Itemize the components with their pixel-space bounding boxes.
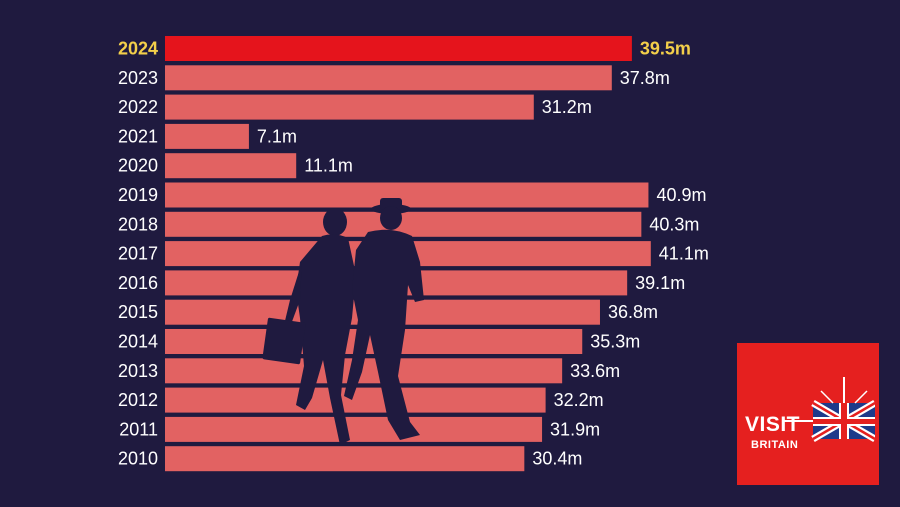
year-label-2024: 2024: [118, 39, 158, 59]
year-label-2013: 2013: [118, 361, 158, 381]
year-label-2012: 2012: [118, 390, 158, 410]
year-label-2022: 2022: [118, 97, 158, 117]
value-label-2018: 40.3m: [649, 214, 699, 234]
value-label-2012: 32.2m: [554, 390, 604, 410]
logo-line1: VISIT: [745, 413, 801, 436]
travellers-silhouette: [262, 198, 424, 445]
year-label-2011: 2011: [119, 419, 158, 439]
value-label-2014: 35.3m: [590, 332, 640, 352]
value-label-2013: 33.6m: [570, 361, 620, 381]
year-label-2015: 2015: [118, 302, 158, 322]
bar-2022: [165, 94, 534, 120]
value-label-2023: 37.8m: [620, 68, 670, 88]
bars-group: 2024 39.5m 2023 37.8m 2022 31.2m 2021 7.1m 2020 1…: [118, 36, 709, 472]
value-label-2015: 36.8m: [608, 302, 658, 322]
value-label-2010: 30.4m: [532, 449, 582, 469]
year-label-2018: 2018: [118, 214, 158, 234]
value-label-2020: 11.1m: [304, 156, 353, 176]
value-label-2011: 31.9m: [550, 419, 600, 439]
value-label-2022: 31.2m: [542, 97, 592, 117]
value-label-2024: 39.5m: [640, 39, 691, 59]
union-flag-icon: [783, 377, 875, 443]
year-label-2014: 2014: [118, 332, 158, 352]
bar-2011: [165, 416, 543, 442]
value-label-2016: 39.1m: [635, 273, 685, 293]
bar-2019: [165, 182, 649, 208]
bar-2020: [165, 153, 297, 179]
value-label-2021: 7.1m: [257, 126, 297, 146]
year-label-2016: 2016: [118, 273, 158, 293]
bar-2023: [165, 65, 612, 91]
bar-2010: [165, 446, 525, 472]
visit-britain-logo: VISIT BRITAIN: [737, 343, 879, 485]
value-label-2017: 41.1m: [659, 244, 709, 264]
year-label-2020: 2020: [118, 156, 158, 176]
year-label-2019: 2019: [118, 185, 158, 205]
bar-2024: [165, 36, 632, 61]
year-label-2021: 2021: [118, 126, 158, 146]
year-label-2023: 2023: [118, 68, 158, 88]
value-label-2019: 40.9m: [656, 185, 706, 205]
year-label-2017: 2017: [118, 244, 158, 264]
year-label-2010: 2010: [118, 449, 158, 469]
bar-2021: [165, 123, 249, 149]
logo-line2: BRITAIN: [751, 439, 799, 451]
bar-2012: [165, 387, 546, 413]
